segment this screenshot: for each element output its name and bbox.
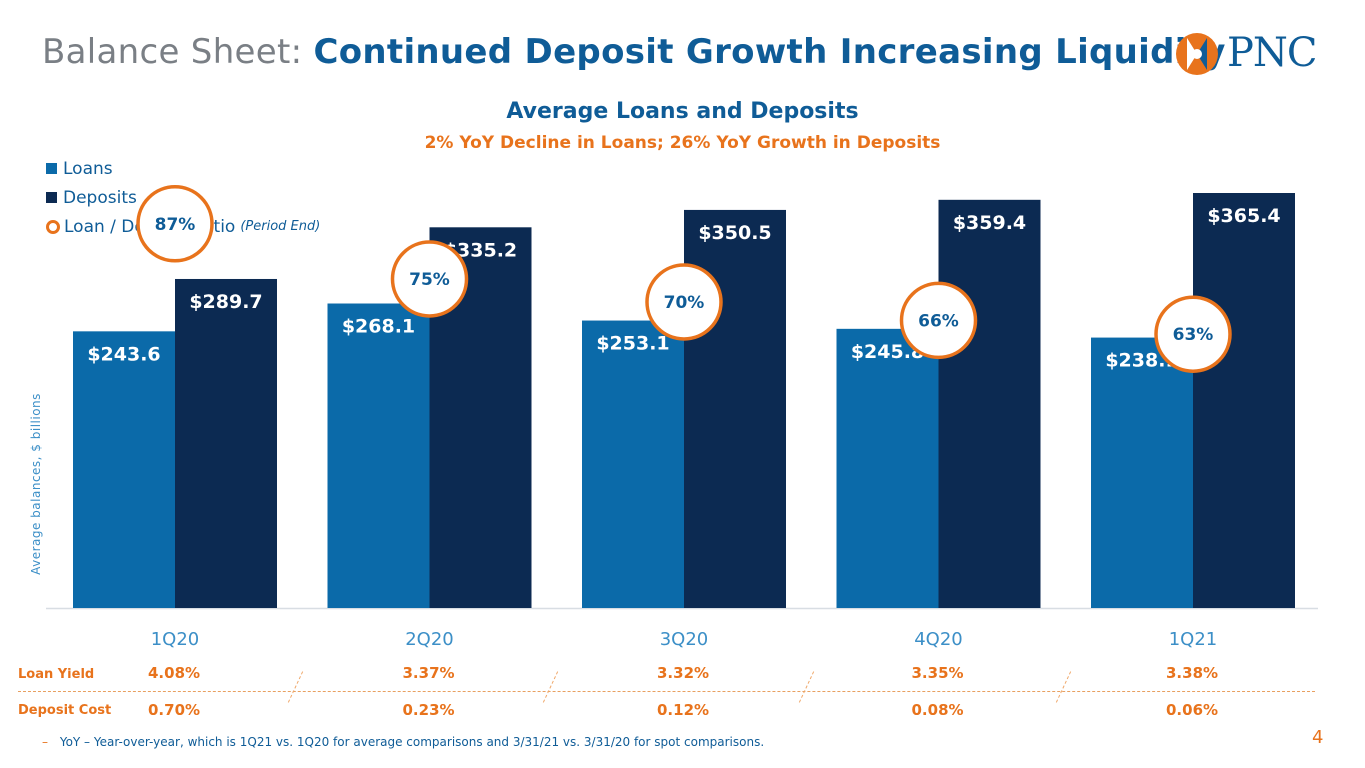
ratio-marker-3Q20: [645, 263, 723, 341]
footnote-dash: –: [42, 735, 48, 749]
pnc-logo: PNC: [1173, 30, 1333, 78]
bar-deposits-1Q20: [175, 278, 277, 608]
footnote: – YoY – Year-over-year, which is 1Q21 vs…: [42, 735, 764, 749]
page-title: Balance Sheet: Continued Deposit Growth …: [42, 32, 1226, 72]
deposit-cost-label: Deposit Cost: [18, 703, 112, 718]
bar-deposits-1Q21: [1193, 193, 1295, 608]
data-label-loans-1Q21: $238.1: [1105, 350, 1178, 372]
legend-note-ratio: (Period End): [240, 219, 321, 234]
ratio-marker-4Q20: [899, 281, 978, 360]
x-tick-label-1Q20: 1Q20: [151, 629, 200, 650]
ratio-label-2Q20: 75%: [409, 270, 450, 290]
deposit-cost-value: 0.12%: [657, 701, 710, 719]
logo-wordmark: PNC: [1227, 30, 1318, 76]
pnc-mark-icon: [1176, 33, 1218, 75]
loan-yield-value: 3.32%: [657, 664, 710, 682]
table-separator: [1055, 671, 1072, 703]
x-tick-label-3Q20: 3Q20: [660, 629, 709, 650]
ratio-label-1Q20: 87%: [155, 215, 196, 235]
data-label-deposits-4Q20: $359.4: [953, 212, 1026, 234]
data-label-loans-4Q20: $245.8: [851, 341, 924, 363]
bar-loans-1Q21: [1091, 337, 1193, 608]
loan-yield-value: 3.37%: [402, 664, 455, 682]
legend-swatch-deposits: [46, 192, 57, 203]
page-number: 4: [1312, 727, 1324, 748]
data-label-loans-3Q20: $253.1: [596, 333, 669, 355]
bar-loans-2Q20: [327, 303, 430, 608]
legend-swatch-loans: [46, 163, 57, 174]
deposit-cost-value: 0.08%: [911, 701, 964, 719]
bar-chart: $243.6 $289.7 87% 1Q20 $268.1 $335.2 75% 2Q20 $2…: [46, 185, 1318, 650]
data-label-deposits-2Q20: $335.2: [444, 239, 517, 261]
legend-label-deposits: Deposits: [63, 187, 137, 208]
footnote-text: YoY – Year-over-year, which is 1Q21 vs. …: [59, 735, 765, 749]
table-divider: [18, 691, 1315, 692]
table-separator: [798, 671, 815, 703]
data-label-deposits-3Q20: $350.5: [698, 222, 771, 244]
ratio-label-1Q21: 63%: [1173, 325, 1214, 345]
ratio-marker-2Q20: [390, 240, 469, 318]
deposit-cost-value: 0.23%: [402, 701, 455, 719]
legend-item-loans: Loans: [46, 154, 320, 183]
bar-deposits-4Q20: [938, 199, 1041, 608]
legend-label-loans: Loans: [63, 158, 113, 179]
data-label-deposits-1Q20: $289.7: [189, 291, 262, 313]
chart-title: Average Loans and Deposits: [506, 99, 859, 124]
bar-loans-4Q20: [836, 328, 939, 608]
deposit-cost-value: 0.06%: [1166, 701, 1219, 719]
table-separator: [287, 671, 304, 703]
x-tick-label-2Q20: 2Q20: [405, 629, 454, 650]
ratio-label-4Q20: 66%: [918, 311, 959, 331]
data-label-deposits-1Q21: $365.4: [1207, 205, 1280, 227]
ratio-marker-1Q21: [1154, 295, 1232, 373]
x-tick-label-1Q21: 1Q21: [1169, 629, 1218, 650]
page-title-main: Continued Deposit Growth Increasing Liqu…: [313, 32, 1226, 72]
legend-swatch-ratio: [46, 219, 60, 234]
loan-yield-value: 3.35%: [911, 664, 964, 682]
loan-yield-value: 4.08%: [148, 664, 201, 682]
ratio-label-3Q20: 70%: [664, 293, 705, 313]
legend-item-deposits: Deposits: [46, 183, 320, 212]
bar-loans-3Q20: [582, 320, 684, 608]
bar-loans-1Q20: [73, 331, 175, 608]
table-separator: [542, 671, 559, 703]
data-label-loans-1Q20: $243.6: [87, 343, 160, 365]
x-tick-label-4Q20: 4Q20: [914, 629, 963, 650]
loan-yield-value: 3.38%: [1166, 664, 1219, 682]
page-title-prefix: Balance Sheet:: [42, 32, 303, 72]
chart-subtitle: 2% YoY Decline in Loans; 26% YoY Growth …: [424, 133, 941, 153]
ratio-marker-1Q20: [136, 185, 214, 263]
loan-yield-label: Loan Yield: [18, 667, 95, 682]
data-label-loans-2Q20: $268.1: [342, 316, 415, 338]
deposit-cost-value: 0.70%: [148, 701, 201, 719]
